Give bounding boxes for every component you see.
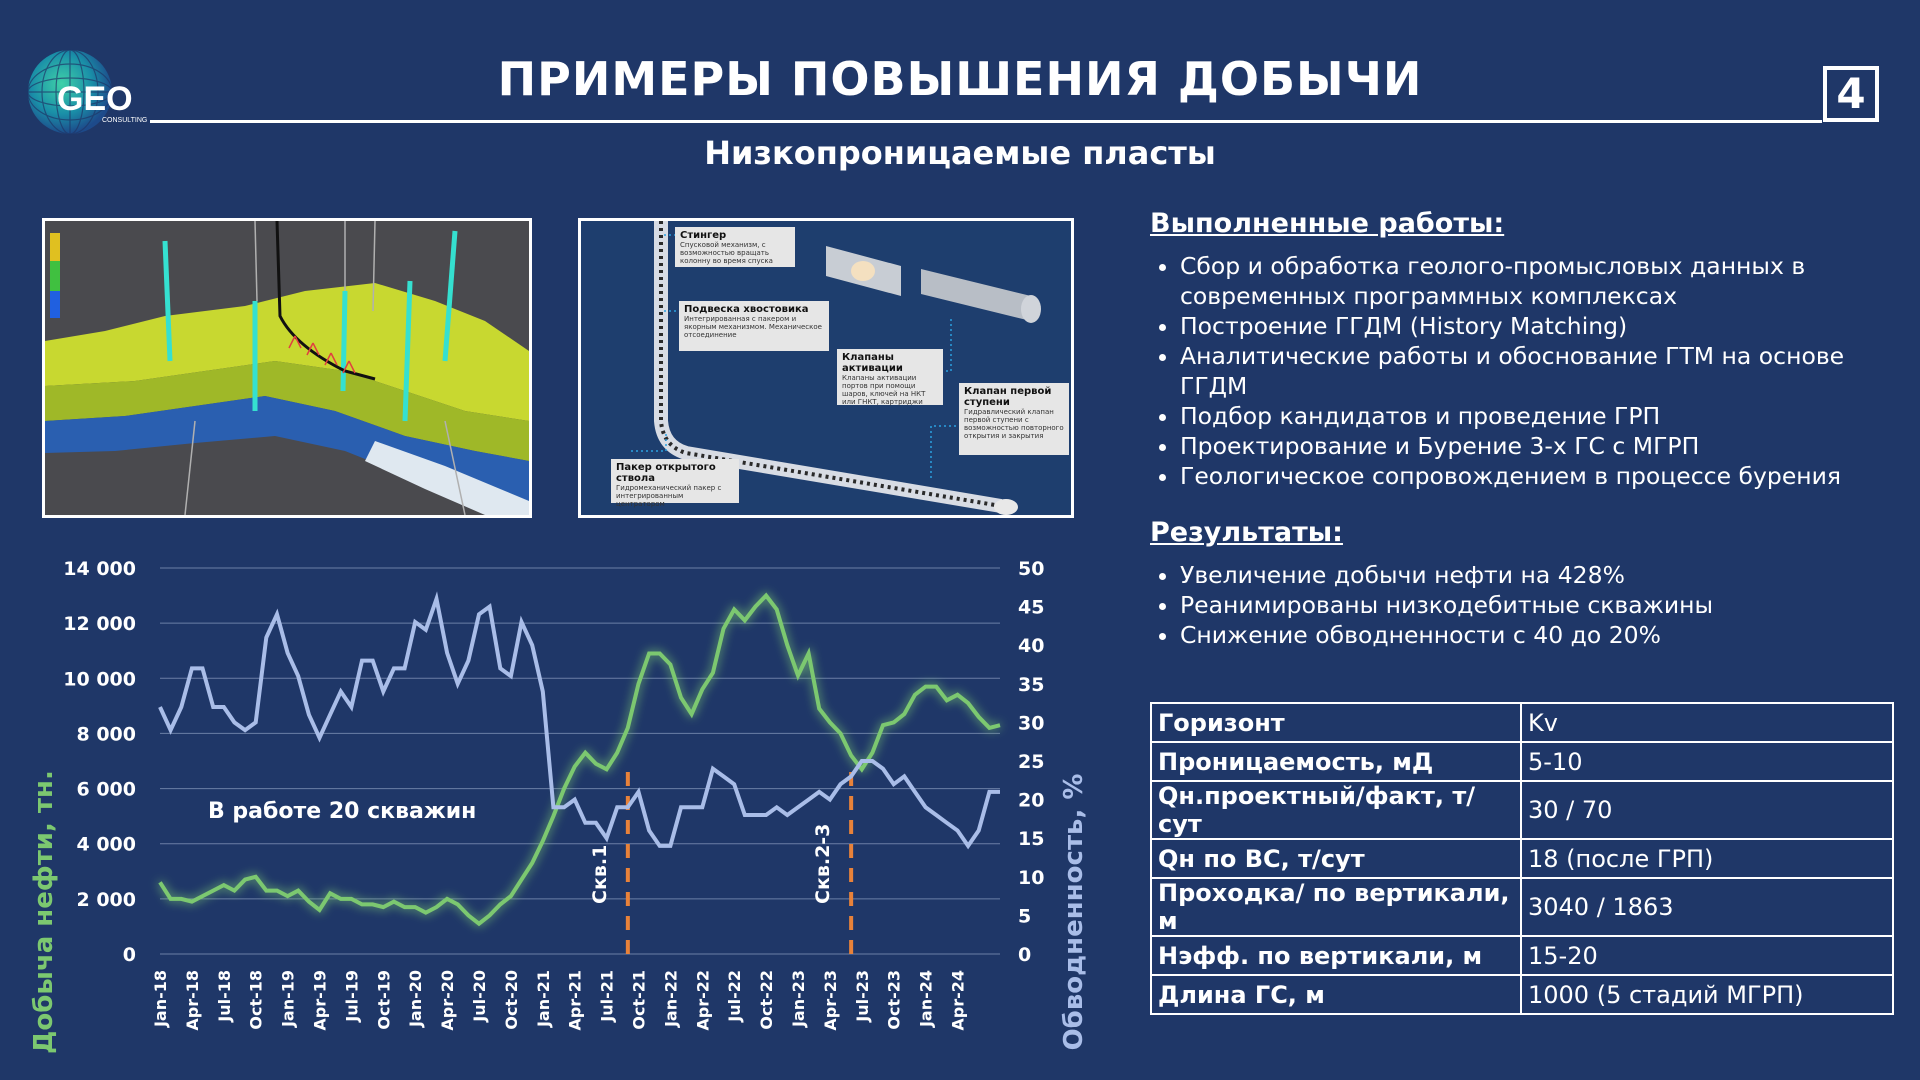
y2-tick-label: 35: [1018, 674, 1044, 696]
y-tick-label: 2 000: [77, 889, 137, 911]
left-axis-ticks: 0 2 000 4 000 6 000 8 000 10 000 12 000 14 000: [63, 558, 136, 966]
list-item: Проектирование и Бурение 3-х ГС с МГРП: [1180, 431, 1890, 461]
well-markers: Скв.1 Скв.2-3: [589, 772, 854, 954]
reservoir-model-image: [42, 218, 532, 518]
water-cut-series: [158, 591, 1000, 850]
x-tick-label: Jul-23: [853, 970, 872, 1023]
x-tick-label: Apr-21: [566, 970, 585, 1031]
list-item: Снижение обводненности с 40 до 20%: [1180, 620, 1890, 650]
list-item: Реанимированы низкодебитные скважины: [1180, 590, 1890, 620]
x-tick-label: Jan-23: [789, 970, 808, 1028]
page-title: ПРИМЕРЫ ПОВЫШЕНИЯ ДОБЫЧИ: [497, 52, 1423, 106]
works-heading: Выполненные работы:: [1150, 208, 1505, 239]
callout-first-stage-valve: Клапан первой ступени Гидравлический клап…: [959, 383, 1069, 455]
list-item: Построение ГГДМ (History Matching): [1180, 311, 1890, 341]
x-tick-label: Jul-19: [342, 970, 361, 1023]
list-item: Аналитические работы и обоснование ГТМ н…: [1180, 341, 1890, 401]
y2-tick-label: 0: [1018, 944, 1031, 966]
x-tick-label: Apr-20: [438, 970, 457, 1031]
x-tick-label: Oct-20: [502, 970, 521, 1030]
x-tick-label: Jan-20: [406, 970, 425, 1028]
page-subtitle: Низкопроницаемые пласты: [704, 134, 1216, 172]
y-tick-label: 8 000: [77, 723, 137, 745]
x-tick-label: Oct-19: [374, 970, 393, 1030]
y-tick-label: 14 000: [63, 558, 136, 580]
x-tick-label: Oct-22: [757, 970, 776, 1030]
table-row: Qн.проектный/факт, т/сут 30 / 70: [1150, 780, 1894, 840]
x-tick-label: Apr-18: [183, 970, 202, 1031]
y-tick-label: 0: [123, 944, 136, 966]
y2-tick-label: 20: [1018, 790, 1044, 812]
results-heading: Результаты:: [1150, 517, 1343, 548]
chart-annotation: В работе 20 скважин: [208, 799, 476, 824]
x-tick-label: Jan-21: [534, 970, 553, 1028]
table-row: Qн по ВС, т/сут 18 (после ГРП): [1150, 838, 1894, 879]
y2-tick-label: 50: [1018, 558, 1044, 580]
x-tick-label: Apr-23: [821, 970, 840, 1031]
reservoir-model-graphic: [45, 221, 529, 515]
right-axis-ticks: 0 5 10 15 20 25 30 35 40 45 50: [1018, 558, 1044, 966]
y2-tick-label: 10: [1018, 867, 1044, 889]
x-tick-label: Jul-21: [598, 970, 617, 1023]
y-tick-label: 4 000: [77, 834, 137, 856]
x-tick-label: Jan-24: [917, 970, 936, 1028]
x-tick-label: Jul-22: [725, 970, 744, 1023]
x-tick-label: Jan-22: [661, 970, 680, 1028]
y2-axis-label: Обводненность, %: [1059, 774, 1089, 1051]
y-tick-label: 12 000: [63, 613, 136, 635]
x-tick-label: Jul-18: [215, 970, 234, 1023]
well-marker-label: Скв.2-3: [812, 824, 834, 904]
works-list: Сбор и обработка геолого-промысловых дан…: [1150, 251, 1890, 491]
x-tick-label: Apr-24: [948, 970, 967, 1031]
callout-liner-hanger: Подвеска хвостовика Интегрированная с пак…: [679, 301, 829, 351]
logo-text: GEO: [57, 80, 133, 118]
x-axis-ticks: Jan-18 Apr-18 Jul-18 Oct-18 Jan-19 Apr-19 Jul-…: [151, 970, 967, 1031]
y2-tick-label: 5: [1018, 905, 1031, 927]
logo-subtext: CONSULTING: [102, 117, 147, 124]
y2-tick-label: 25: [1018, 751, 1044, 773]
table-row: Горизонт Kv: [1150, 702, 1894, 743]
y-axis-label: Добыча нефти, тн.: [29, 770, 59, 1054]
list-item: Геологическое сопровождением в процессе …: [1180, 461, 1890, 491]
completion-tool-diagram: Стингер Спусковой механизм, с возможность…: [578, 218, 1074, 518]
y2-tick-label: 30: [1018, 712, 1044, 734]
x-tick-label: Apr-22: [693, 970, 712, 1031]
table-row: Проницаемость, мД 5-10: [1150, 741, 1894, 782]
title-divider: [150, 120, 1822, 123]
list-item: Подбор кандидатов и проведение ГРП: [1180, 401, 1890, 431]
x-tick-label: Oct-23: [885, 970, 904, 1030]
y2-tick-label: 15: [1018, 828, 1044, 850]
x-tick-label: Jan-18: [151, 970, 170, 1028]
y-tick-label: 10 000: [63, 668, 136, 690]
well-marker-label: Скв.1: [589, 845, 611, 904]
list-item: Увеличение добычи нефти на 428%: [1180, 560, 1890, 590]
works-section: Выполненные работы: Сбор и обработка гео…: [1150, 208, 1890, 650]
callout-activation-valves: Клапаны активации Клапаны активации порто…: [837, 349, 943, 406]
x-tick-label: Apr-19: [310, 970, 329, 1031]
page-number: 4: [1823, 66, 1879, 122]
x-tick-label: Oct-21: [629, 970, 648, 1030]
well-parameters-table: Горизонт Kv Проницаемость, мД 5-10 Qн.прое…: [1150, 702, 1894, 1015]
callout-openhole-packer: Пакер открытого ствола Гидромеханический …: [611, 459, 739, 508]
completion-tool-graphic: [631, 221, 1041, 515]
x-tick-label: Oct-18: [247, 970, 266, 1030]
results-list: Увеличение добычи нефти на 428% Реанимир…: [1150, 560, 1890, 650]
y2-tick-label: 40: [1018, 635, 1044, 657]
table-row: Проходка/ по вертикали, м 3040 / 1863: [1150, 877, 1894, 937]
chart-grid: [160, 567, 1000, 955]
x-tick-label: Jul-20: [470, 970, 489, 1023]
callout-stinger: Стингер Спусковой механизм, с возможность…: [675, 227, 795, 267]
table-row: Нэфф. по вертикали, м 15-20: [1150, 935, 1894, 976]
list-item: Сбор и обработка геолого-промысловых дан…: [1180, 251, 1890, 311]
geo-consulting-logo: GEO CONSULTING: [27, 49, 147, 135]
x-tick-label: Jan-19: [279, 970, 298, 1028]
y-tick-label: 6 000: [77, 779, 137, 801]
y2-tick-label: 45: [1018, 597, 1044, 619]
table-row: Длина ГС, м 1000 (5 стадий МГРП): [1150, 974, 1894, 1015]
